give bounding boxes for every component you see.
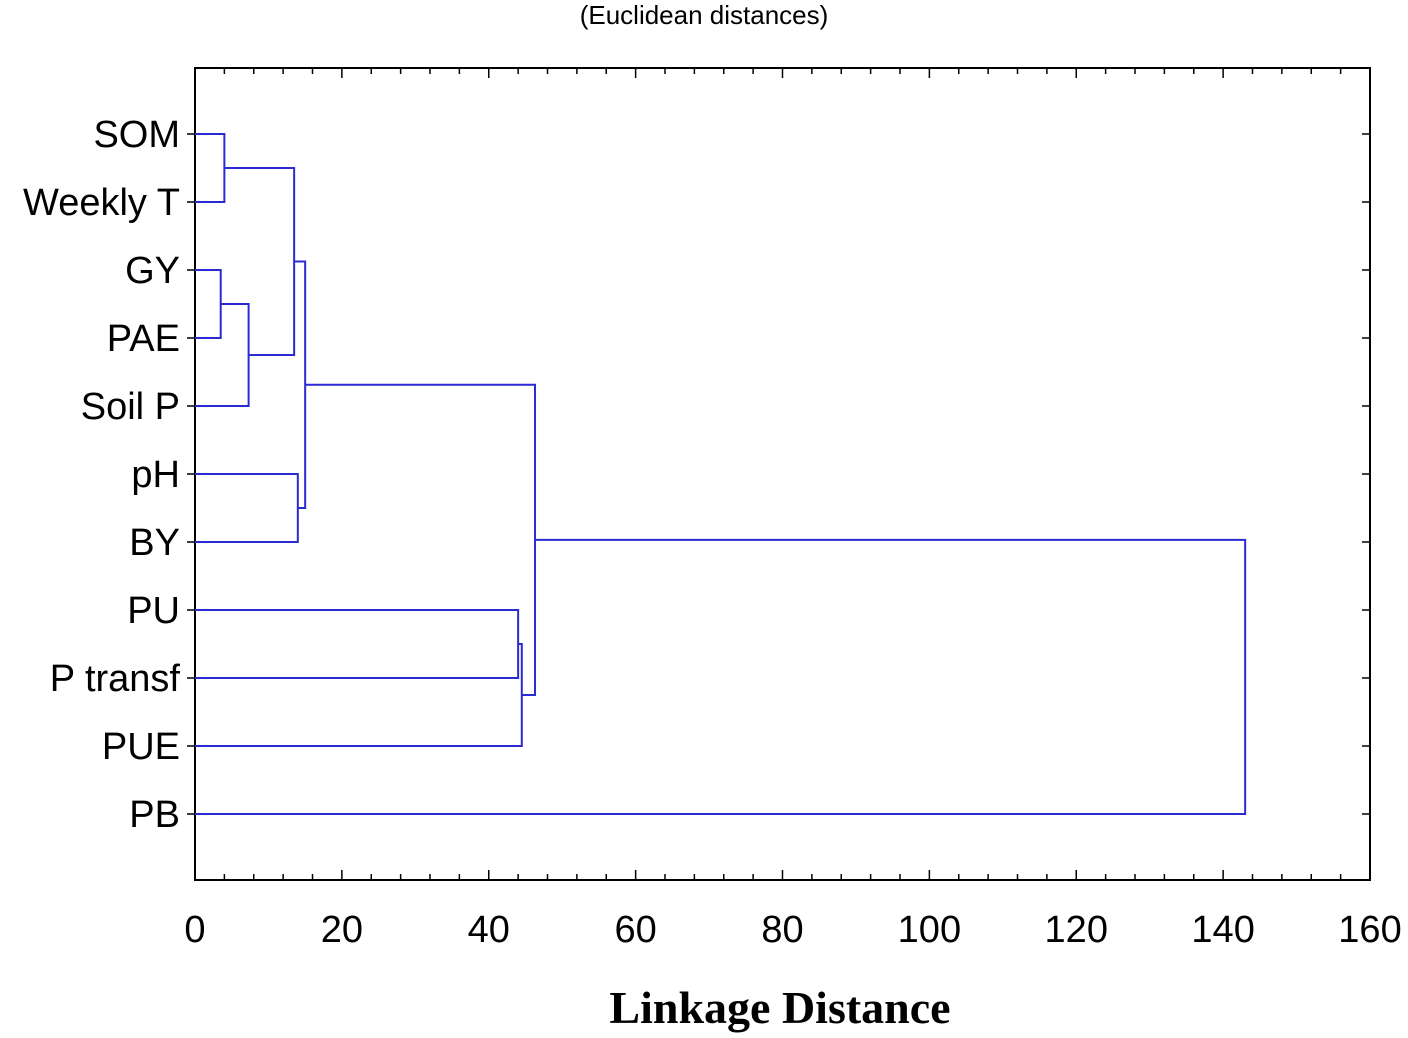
dendrogram-link [224, 167, 296, 356]
x-tick-labels: 0 20 40 60 80 100 120 140 160 [184, 909, 1401, 951]
dendrogram-link [195, 609, 520, 679]
x-tick-label: 100 [898, 909, 961, 951]
x-tick-label: 140 [1191, 909, 1254, 951]
x-tick-label: 20 [321, 909, 363, 951]
x-tick-label: 120 [1045, 909, 1108, 951]
leaf-labels: SOM Weekly T GY PAE Soil P pH BY PU P transf PUE P… [23, 114, 180, 836]
axis-ticks [187, 68, 1371, 880]
plot-frame [194, 67, 1371, 881]
dendrogram-link [195, 133, 226, 203]
x-tick-label: 80 [761, 909, 803, 951]
dendrogram-link [305, 383, 537, 696]
leaf-label: Weekly T [23, 182, 180, 224]
dendrogram-link [195, 643, 523, 747]
x-tick-label: 60 [614, 909, 656, 951]
leaf-label: Soil P [81, 386, 180, 428]
dendrogram-link [195, 269, 222, 339]
dendrogram-link [195, 473, 299, 543]
x-tick-label: 40 [468, 909, 510, 951]
leaf-label: BY [129, 522, 180, 564]
dendrogram-link [195, 538, 1247, 815]
leaf-label: PAE [107, 318, 180, 360]
leaf-label: pH [131, 454, 180, 496]
leaf-label: PU [127, 590, 180, 632]
leaf-label: SOM [93, 114, 180, 156]
dendrogram-links [195, 133, 1247, 815]
leaf-label: GY [125, 250, 180, 292]
dendrogram-link [195, 303, 250, 407]
dendrogram-link [294, 260, 307, 509]
leaf-label: PB [129, 794, 180, 836]
leaf-label: PUE [102, 726, 180, 768]
chart-subtitle: (Euclidean distances) [579, 0, 829, 30]
x-tick-label: 0 [184, 909, 205, 951]
x-tick-label: 160 [1338, 909, 1401, 951]
leaf-label: P transf [50, 658, 181, 700]
x-axis-label: Linkage Distance [609, 982, 951, 1033]
